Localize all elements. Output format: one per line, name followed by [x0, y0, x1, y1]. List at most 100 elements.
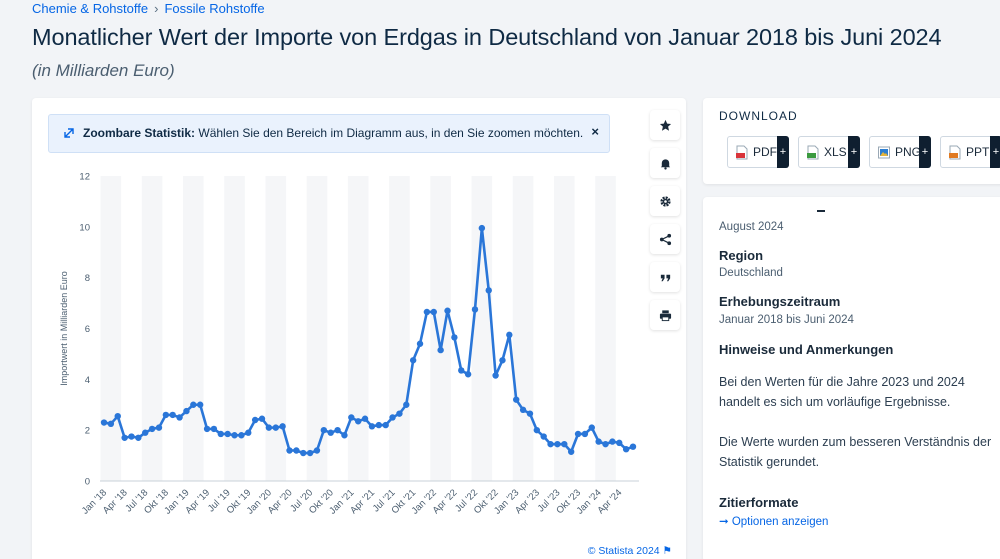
download-ppt-plus[interactable]: +: [990, 136, 1000, 168]
download-png-plus[interactable]: +: [919, 136, 931, 168]
cite-options-link[interactable]: ➞ Optionen anzeigen: [719, 516, 829, 528]
data-point: [547, 440, 554, 448]
page-subtitle: (in Milliarden Euro): [32, 61, 175, 80]
data-point: [389, 414, 396, 421]
grid-band: [347, 176, 369, 481]
data-point: [458, 367, 465, 374]
data-point: [396, 410, 403, 417]
data-point: [451, 334, 458, 341]
download-pdf-button[interactable]: PDF +: [727, 136, 789, 168]
region-value: Deutschland: [719, 267, 783, 279]
data-point: [176, 414, 183, 421]
data-point: [190, 401, 197, 408]
data-point: [519, 406, 527, 414]
data-point: [622, 446, 630, 453]
release-date: August 2024: [719, 221, 784, 233]
data-point: [485, 287, 492, 294]
settings-button[interactable]: [650, 186, 680, 216]
data-point: [279, 423, 286, 430]
statista-copyright[interactable]: © Statista 2024 ⚑: [588, 545, 672, 557]
data-point: [327, 429, 334, 436]
favorite-button[interactable]: [650, 110, 680, 140]
data-point: [169, 411, 176, 419]
data-point: [155, 424, 163, 431]
data-point: [561, 440, 568, 448]
data-point: [334, 426, 341, 434]
data-point: [313, 447, 321, 454]
data-point: [540, 433, 547, 440]
grid-band: [389, 176, 410, 481]
share-icon: [659, 233, 671, 245]
download-xls-button[interactable]: XLS +: [798, 136, 860, 168]
data-point: [492, 372, 499, 379]
grid-band: [595, 176, 616, 481]
data-point: [430, 308, 437, 316]
gear-icon: [659, 195, 671, 207]
data-point: [210, 425, 218, 433]
quote-icon: [660, 274, 670, 281]
grid-band: [141, 176, 163, 481]
grid-band: [306, 176, 328, 481]
breadcrumb-chemie-link[interactable]: Chemie & Rohstoffe: [32, 1, 149, 16]
download-ppt-label: PPT: [966, 145, 990, 159]
data-point: [224, 430, 231, 438]
download-heading: DOWNLOAD: [719, 109, 798, 123]
page-title: Monatlicher Wert der Importe von Erdgas …: [32, 24, 942, 50]
flag-icon: ⚑: [662, 545, 672, 557]
notification-button[interactable]: [650, 148, 680, 178]
grid-band: [224, 176, 245, 481]
data-point: [148, 425, 156, 433]
data-point: [513, 396, 520, 403]
info-card: August 2024 Region Deutschland Erhebungs…: [703, 197, 1000, 559]
pdf-file-icon: [736, 145, 748, 160]
data-point: [444, 307, 451, 314]
y-tick-label: 8: [85, 273, 90, 284]
y-tick-label: 6: [85, 324, 90, 335]
breadcrumb-separator: ›: [154, 1, 159, 16]
share-button[interactable]: [650, 224, 680, 254]
data-point: [382, 421, 389, 429]
data-point: [286, 447, 293, 454]
data-point: [423, 308, 431, 316]
star-icon: [659, 119, 671, 131]
data-point: [203, 425, 211, 433]
chart-card: 0 2 4 6 8 10 12 Importwert in Milliarden Euro Ja…: [32, 98, 686, 559]
data-point: [437, 346, 444, 354]
data-point: [354, 418, 362, 425]
png-file-icon: [878, 145, 890, 160]
data-point: [265, 424, 273, 431]
data-point: [293, 447, 300, 454]
breadcrumb-fossile-link[interactable]: Fossile Rohstoffe: [164, 1, 265, 16]
data-point: [238, 432, 245, 439]
data-point: [478, 224, 486, 232]
data-point: [231, 432, 238, 439]
download-png-button[interactable]: PNG +: [869, 136, 931, 168]
grid-band: [183, 176, 204, 481]
y-tick-label: 10: [79, 222, 90, 233]
download-xls-plus[interactable]: +: [848, 136, 860, 168]
download-ppt-button[interactable]: PPT +: [940, 136, 1000, 168]
period-heading: Erhebungszeitraum: [719, 294, 841, 309]
y-tick-label: 2: [85, 426, 90, 437]
data-point: [588, 424, 595, 431]
download-pdf-label: PDF: [753, 145, 777, 159]
data-point: [368, 423, 376, 430]
grid-band: [471, 176, 493, 481]
close-icon[interactable]: ×: [591, 124, 599, 139]
data-point: [409, 357, 417, 364]
print-button[interactable]: [650, 300, 680, 330]
y-tick-label: 12: [79, 172, 90, 183]
divider: [817, 210, 825, 212]
data-point: [602, 440, 609, 448]
cite-button[interactable]: [650, 262, 680, 292]
data-point: [128, 433, 135, 440]
data-point: [616, 439, 623, 447]
xls-file-icon: [807, 145, 819, 160]
download-png-label: PNG: [895, 145, 922, 159]
data-point: [251, 416, 259, 424]
data-point: [217, 430, 224, 438]
download-pdf-plus[interactable]: +: [777, 136, 789, 168]
note-preliminary: Bei den Werten für die Jahre 2023 und 20…: [719, 375, 965, 409]
data-point: [403, 401, 410, 408]
